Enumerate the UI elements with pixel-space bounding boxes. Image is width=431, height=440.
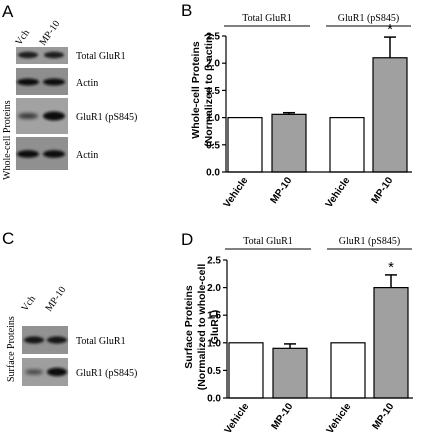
band-ps845-vch (18, 113, 38, 119)
chart-b-category-label: Vehicle (324, 175, 353, 210)
chart-d-ylabel: Surface Proteins (Normalized to whole-ce… (183, 264, 221, 391)
chart-b-ytick-label: 2.0 (206, 59, 220, 70)
chart-b-ylabel-line2: (Normalized to β-actin) (203, 33, 215, 147)
blot-label-glur1-ps845: GluR1 (pS845) (76, 112, 137, 123)
whole-cell-side-label: Whole-cell Proteins (2, 100, 13, 180)
chart-d-group-label: Total GluR1 (243, 236, 293, 247)
lane-label-mp10-a: MP-10 (37, 19, 62, 48)
chart-d-ytick-label: 0.5 (207, 366, 221, 377)
chart-b-bar (372, 57, 408, 173)
chart-b-group-label: Total GluR1 (242, 13, 292, 24)
chart-d-category-label: MP-10 (270, 401, 296, 432)
band-actin-2-mp10 (43, 150, 65, 158)
chart-b-ytick-label: 2.5 (206, 32, 220, 43)
chart-b-bar (329, 116, 365, 173)
chart-b-bar (227, 116, 263, 173)
chart-b-bar (271, 113, 307, 173)
band-surface-total-vch (24, 336, 44, 344)
panel-b-chart: B Whole-cell Proteins (Normalized to β-a… (181, 1, 412, 210)
band-actin-2-vch (17, 150, 39, 158)
band-total-glur1-mp10 (44, 51, 64, 59)
band-total-glur1-vch (18, 51, 38, 59)
band-surface-ps845-mp10 (47, 367, 67, 377)
chart-b-category-label: Vehicle (222, 175, 251, 210)
chart-b-significance-star: * (387, 21, 393, 38)
panel-b-letter: B (181, 1, 192, 20)
panel-d-chart: D Surface Proteins (Normalized to whole-… (181, 230, 413, 436)
chart-d-category-label: MP-10 (371, 401, 397, 432)
panel-c: C Vch MP-10 Surface Proteins Total GluR1… (2, 229, 137, 386)
blot-label-actin-2: Actin (76, 150, 98, 161)
chart-b-ytick-label: 0.0 (206, 168, 220, 179)
chart-d-ylabel-line3: GluR1) (209, 310, 221, 344)
band-surface-ps845-vch (25, 369, 43, 375)
chart-d-category-label: Vehicle (223, 401, 252, 436)
chart-d-significance-star: * (388, 259, 394, 276)
chart-b-ylabel: Whole-cell Proteins (Normalized to β-act… (190, 33, 215, 147)
chart-b-ylabel-line1: Whole-cell Proteins (190, 41, 202, 139)
blot-label-total-glur1: Total GluR1 (76, 51, 126, 62)
chart-d-ytick-label: 1.5 (207, 311, 221, 322)
chart-d-ytick-label: 1.0 (207, 338, 221, 349)
chart-d-group-label: GluR1 (pS845) (339, 236, 400, 247)
chart-d-category-label: Vehicle (325, 401, 354, 436)
lane-label-vch-c: Vch (19, 294, 38, 314)
blot-strip-total-glur1 (16, 47, 68, 64)
panel-a: A Vch MP-10 Whole-cell Proteins Total Gl… (2, 2, 137, 180)
panel-a-letter: A (2, 2, 14, 21)
chart-d-bar (272, 347, 308, 399)
blot-label-surface-total-glur1: Total GluR1 (76, 336, 126, 347)
blot-label-actin-1: Actin (76, 78, 98, 89)
chart-b-group-label: GluR1 (pS845) (338, 13, 399, 24)
chart-d-bar (228, 342, 264, 399)
chart-b-category-label: MP-10 (370, 175, 396, 206)
band-actin-1-vch (17, 78, 39, 86)
chart-d-bar (330, 342, 366, 399)
lane-label-vch-a: Vch (13, 28, 32, 48)
chart-d-ylabel-line2: (Normalized to whole-cell (196, 264, 208, 391)
chart-d-ytick-label: 2.5 (207, 256, 221, 267)
chart-d-ytick-label: 2.0 (207, 283, 221, 294)
band-surface-total-mp10 (47, 336, 67, 344)
chart-d-ytick-label: 0.0 (207, 394, 221, 405)
chart-b-ytick-label: 0.5 (206, 140, 220, 151)
chart-b-ytick-label: 1.5 (206, 86, 220, 97)
chart-b-ytick-label: 1.0 (206, 113, 220, 124)
panel-c-letter: C (2, 229, 14, 248)
chart-d-bar (373, 287, 409, 399)
lane-label-mp10-c: MP-10 (43, 285, 68, 314)
panel-d-letter: D (181, 230, 193, 249)
surface-side-label: Surface Proteins (6, 316, 17, 382)
chart-b-category-label: MP-10 (269, 175, 295, 206)
blot-label-surface-glur1-ps845: GluR1 (pS845) (76, 368, 137, 379)
band-actin-1-mp10 (43, 78, 65, 86)
band-ps845-mp10 (43, 111, 65, 121)
chart-d-ylabel-line1: Surface Proteins (183, 285, 195, 369)
